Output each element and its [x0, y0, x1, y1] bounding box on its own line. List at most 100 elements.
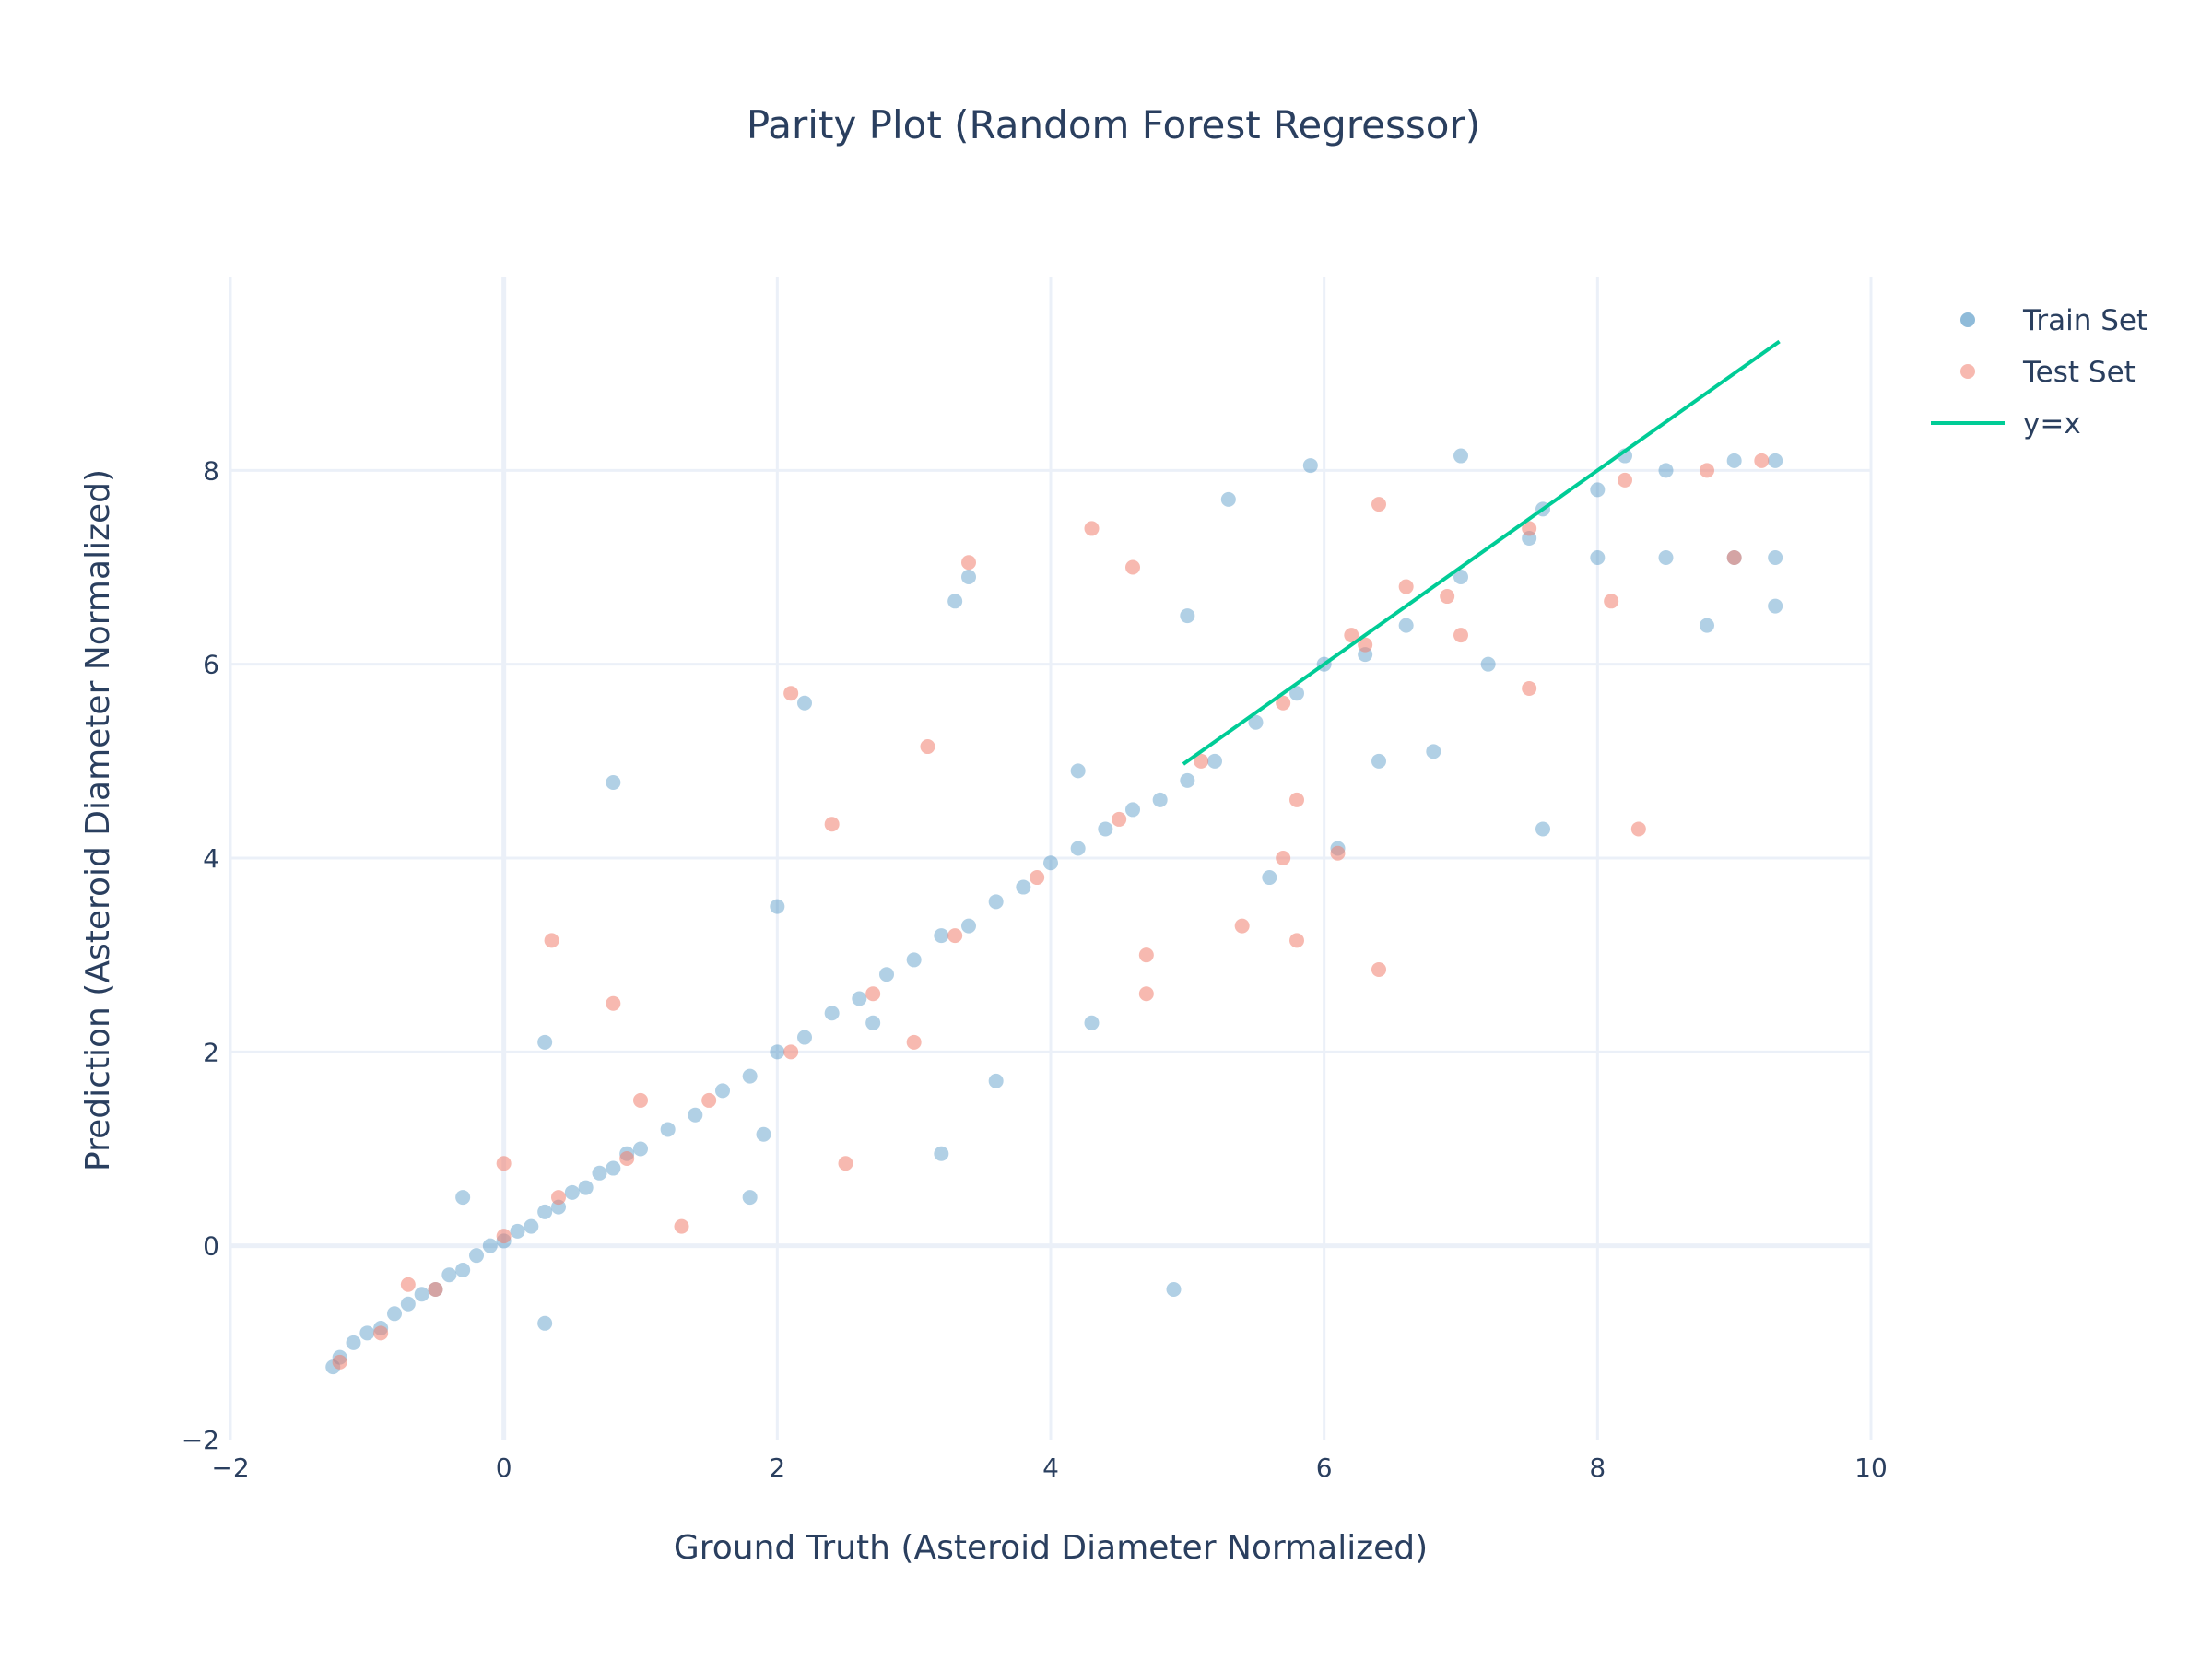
train-point — [660, 1122, 676, 1137]
test-point — [606, 995, 621, 1011]
train-point — [1043, 855, 1058, 871]
train-point — [510, 1223, 525, 1239]
x-tick-label: 6 — [1316, 1453, 1333, 1483]
y-tick-label: 6 — [203, 650, 219, 680]
train-point — [346, 1335, 361, 1350]
test-point — [633, 1092, 648, 1108]
train-point — [1453, 570, 1468, 585]
test-point — [906, 1034, 922, 1050]
train-point — [1768, 549, 1783, 565]
train-point — [1152, 792, 1168, 807]
train-point — [1398, 618, 1414, 633]
train-point — [715, 1083, 730, 1099]
test-point — [674, 1218, 689, 1234]
test-point — [1618, 472, 1632, 488]
test-point — [544, 933, 559, 948]
x-tick-label: 8 — [1589, 1453, 1606, 1483]
y-tick-label: 8 — [203, 455, 219, 486]
test-point — [920, 739, 935, 755]
identity-line-path — [1182, 339, 1781, 766]
test-point — [496, 1156, 512, 1171]
train-point — [1590, 549, 1606, 565]
train-point — [1289, 686, 1304, 701]
legend-marker — [1960, 364, 1975, 379]
train-point — [1658, 463, 1674, 478]
train-point — [1262, 870, 1277, 886]
legend[interactable]: Train Set Test Set y=x — [1931, 304, 2147, 441]
axis-ticks: −2 0 2 4 6 8 10 −2 0 2 4 6 8 — [182, 455, 1888, 1483]
train-point — [1768, 598, 1783, 614]
test-point — [551, 1190, 566, 1206]
train-point — [1070, 841, 1086, 856]
train-point — [400, 1296, 416, 1312]
train-point — [414, 1287, 429, 1302]
x-tick-label: 4 — [1042, 1453, 1059, 1483]
test-point — [1289, 792, 1304, 807]
test-point — [783, 1044, 799, 1060]
train-point — [934, 1146, 949, 1161]
test-point — [701, 1092, 717, 1108]
train-point — [578, 1180, 594, 1195]
test-point — [1440, 589, 1455, 605]
train-point — [1535, 821, 1550, 837]
y-tick-label: 0 — [203, 1231, 219, 1262]
train-point — [441, 1267, 457, 1283]
train-point — [1590, 482, 1606, 498]
test-point — [1138, 947, 1154, 963]
train-point — [824, 1006, 840, 1021]
test-point — [1125, 559, 1140, 575]
test-point — [1194, 753, 1209, 769]
train-point — [1453, 448, 1468, 464]
legend-item[interactable]: Test Set — [1960, 356, 2136, 389]
x-tick-label: 0 — [496, 1453, 512, 1483]
x-axis-title: Ground Truth (Asteroid Diameter Normaliz… — [674, 1529, 1428, 1567]
train-point — [742, 1068, 758, 1084]
train-point — [797, 695, 812, 711]
test-point — [1330, 845, 1346, 861]
train-point — [742, 1190, 758, 1206]
train-point — [1480, 656, 1496, 672]
train-point — [564, 1184, 580, 1200]
train-point — [606, 1160, 621, 1176]
train-point — [633, 1141, 648, 1157]
test-point — [496, 1229, 512, 1244]
train-point — [852, 991, 867, 1006]
y-axis-title: Prediction (Asteroid Diameter Normalized… — [79, 469, 117, 1171]
test-point — [619, 1151, 635, 1167]
test-point — [1522, 680, 1537, 696]
train-point — [934, 928, 949, 944]
test-point — [947, 928, 963, 944]
train-set-markers — [325, 448, 1783, 1375]
train-point — [1658, 549, 1674, 565]
legend-item[interactable]: y=x — [1931, 407, 2081, 441]
train-point — [1371, 753, 1386, 769]
test-point — [1700, 463, 1714, 478]
train-point — [1248, 714, 1264, 730]
train-point — [961, 570, 976, 585]
legend-label: Test Set — [2022, 356, 2136, 389]
legend-label: Train Set — [2022, 304, 2147, 337]
train-point — [1070, 763, 1086, 779]
test-point — [838, 1156, 853, 1171]
test-point — [865, 986, 881, 1002]
test-point — [1289, 933, 1304, 948]
test-point — [1726, 549, 1742, 565]
train-point — [797, 1030, 812, 1045]
train-point — [1700, 618, 1714, 633]
test-point — [1138, 986, 1154, 1002]
test-point — [1522, 521, 1537, 536]
train-point — [1768, 453, 1783, 468]
train-point — [537, 1315, 553, 1331]
train-point — [1084, 1015, 1100, 1030]
test-set-markers — [332, 453, 1770, 1370]
train-point — [1207, 753, 1222, 769]
legend-item[interactable]: Train Set — [1960, 304, 2147, 337]
test-point — [1234, 918, 1250, 934]
test-point — [1371, 961, 1386, 977]
x-tick-label: 10 — [1854, 1453, 1888, 1483]
y-tick-label: −2 — [182, 1425, 219, 1455]
test-point — [1344, 628, 1359, 643]
train-point — [756, 1126, 771, 1142]
legend-label: y=x — [2023, 407, 2081, 441]
train-point — [1726, 453, 1742, 468]
